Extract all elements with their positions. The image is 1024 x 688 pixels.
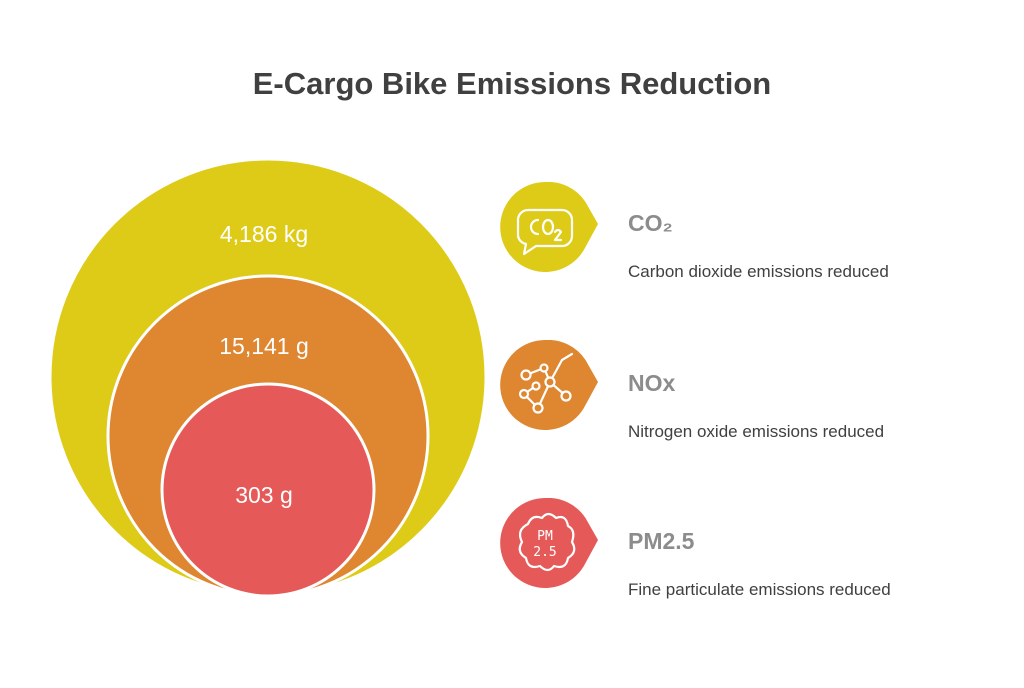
- svg-text:PM: PM: [537, 529, 553, 544]
- molecule-icon: [500, 340, 598, 430]
- inner-circle-pm25: [160, 382, 376, 598]
- page-title: E-Cargo Bike Emissions Reduction: [252, 66, 772, 101]
- pm25-cloud-icon: PM 2.5: [500, 498, 598, 588]
- nox-name: NOx: [628, 370, 676, 396]
- co2-speech-bubble-icon: [500, 182, 598, 272]
- svg-text:2.5: 2.5: [533, 545, 556, 560]
- pm25-description: Fine particulate emissions reduced: [628, 580, 891, 599]
- nox-value-label: 15,141 g: [219, 333, 309, 359]
- pm25-value-label: 303 g: [235, 482, 293, 508]
- co2-name: CO₂: [628, 210, 673, 236]
- pm25-name: PM2.5: [628, 528, 695, 554]
- nox-description: Nitrogen oxide emissions reduced: [628, 422, 885, 441]
- co2-value-label: 4,186 kg: [220, 221, 308, 247]
- co2-description: Carbon dioxide emissions reduced: [628, 262, 889, 281]
